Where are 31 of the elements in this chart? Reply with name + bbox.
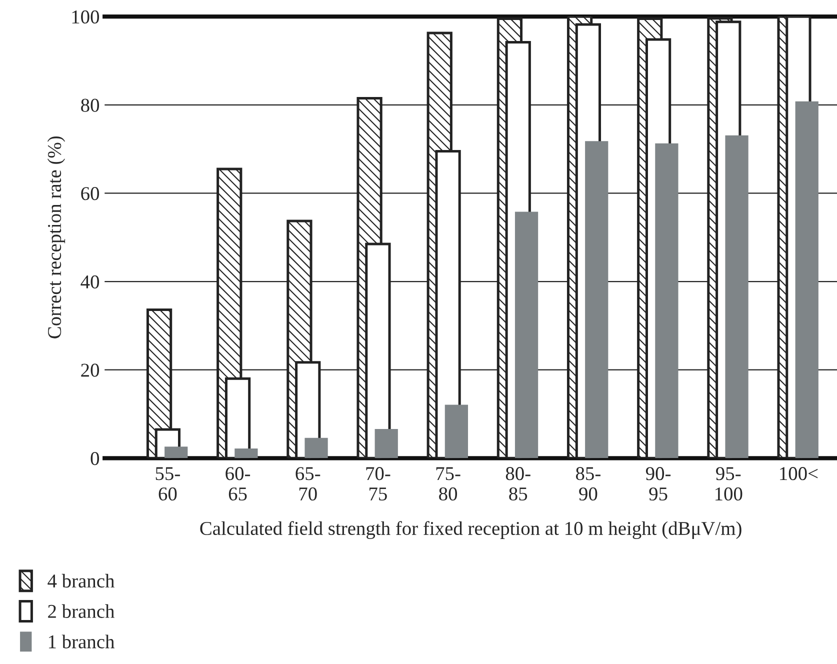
x-tick-label: 60- 65: [226, 467, 250, 501]
x-tick-label: 95- 100: [715, 467, 742, 501]
bar: [234, 448, 258, 458]
y-axis-title: Correct reception rate (%): [47, 136, 66, 338]
bar: [655, 143, 678, 458]
x-tick-label: 70- 75: [366, 467, 390, 501]
y-tick-label: 20: [81, 364, 100, 377]
x-tick-label: 75- 80: [436, 467, 460, 501]
legend-label: 2 branch: [48, 604, 114, 618]
y-tick-label: 0: [90, 452, 100, 466]
x-tick-label: 65- 70: [296, 467, 320, 501]
bar: [164, 446, 188, 458]
bar: [304, 438, 328, 458]
x-tick-label: 85- 90: [576, 467, 600, 501]
x-axis-title: Calculated field strength for fixed reception at 10 m height (dBμV/m): [200, 521, 742, 540]
y-tick-label: 100: [72, 10, 100, 24]
bar: [795, 101, 818, 458]
y-tick-label: 60: [81, 187, 100, 200]
x-tick-label: 55- 60: [156, 467, 180, 501]
y-tick-label: 40: [80, 275, 100, 288]
x-tick-label: 100<: [780, 467, 818, 480]
x-tick-label: 80- 85: [506, 467, 530, 501]
x-tick-label: 90- 95: [646, 467, 671, 501]
bar: [374, 429, 398, 458]
bar: [585, 141, 608, 458]
legend-label: 4 branch: [48, 574, 114, 588]
bar: [514, 212, 538, 458]
legend-label: 1 branch: [48, 634, 114, 648]
bar: [725, 135, 748, 458]
bar: [444, 404, 468, 458]
y-tick-label: 80: [81, 98, 100, 112]
